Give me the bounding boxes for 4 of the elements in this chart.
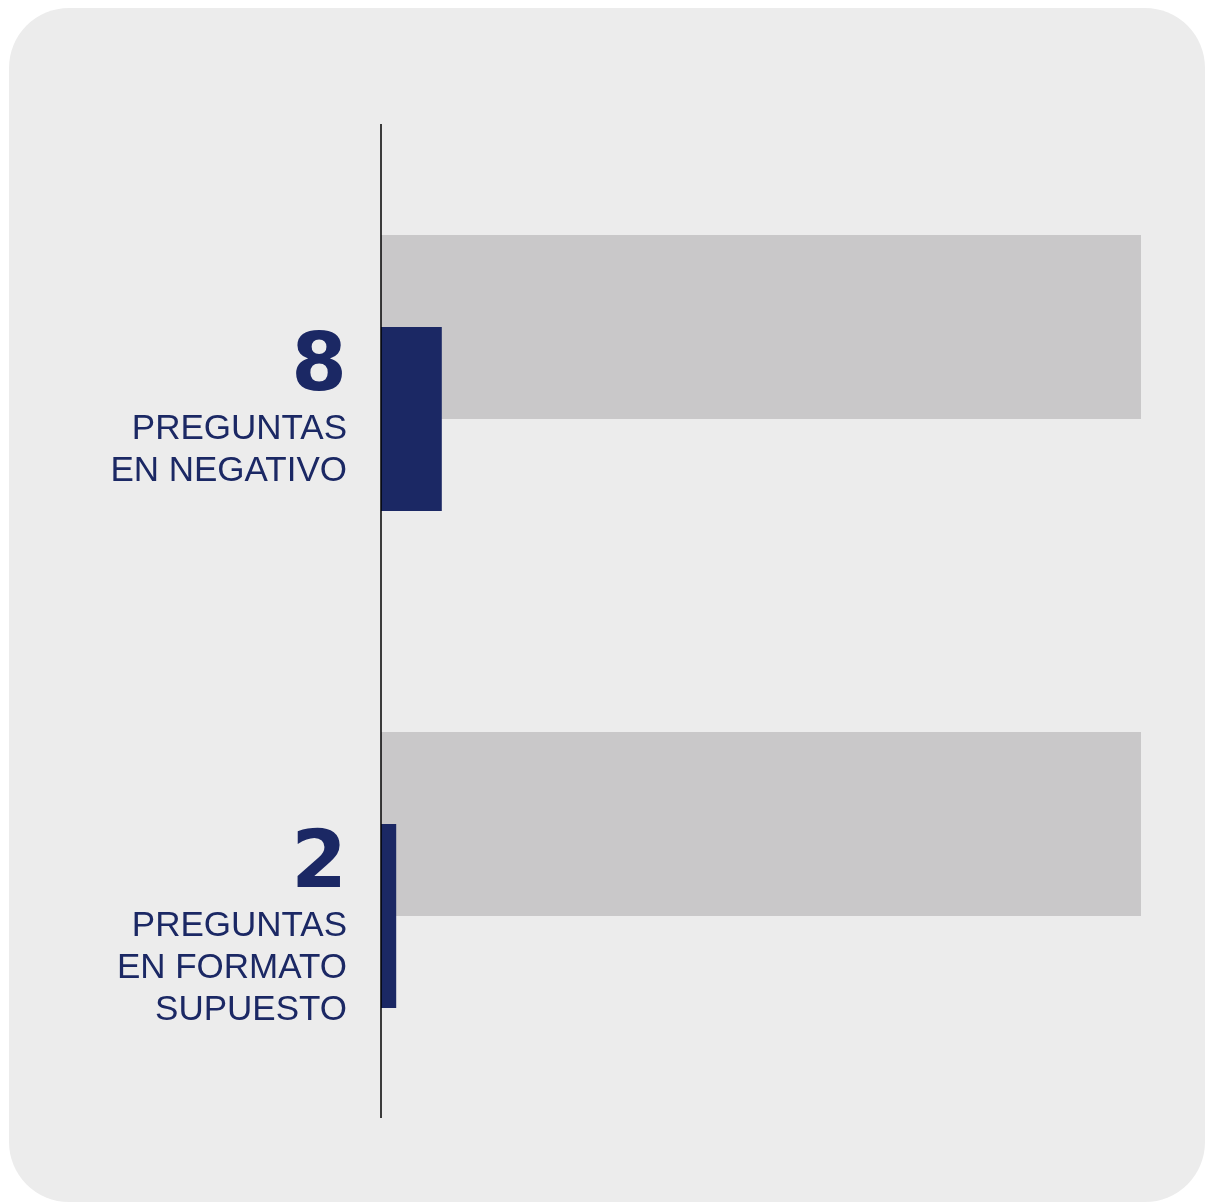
data-label: 8 xyxy=(291,315,347,409)
data-label: 2 xyxy=(291,812,347,906)
y-tick-label: PREGUNTAS EN NEGATIVO xyxy=(110,406,347,488)
y-tick-label: PREGUNTAS EN FORMATO SUPUESTO xyxy=(116,903,347,1027)
